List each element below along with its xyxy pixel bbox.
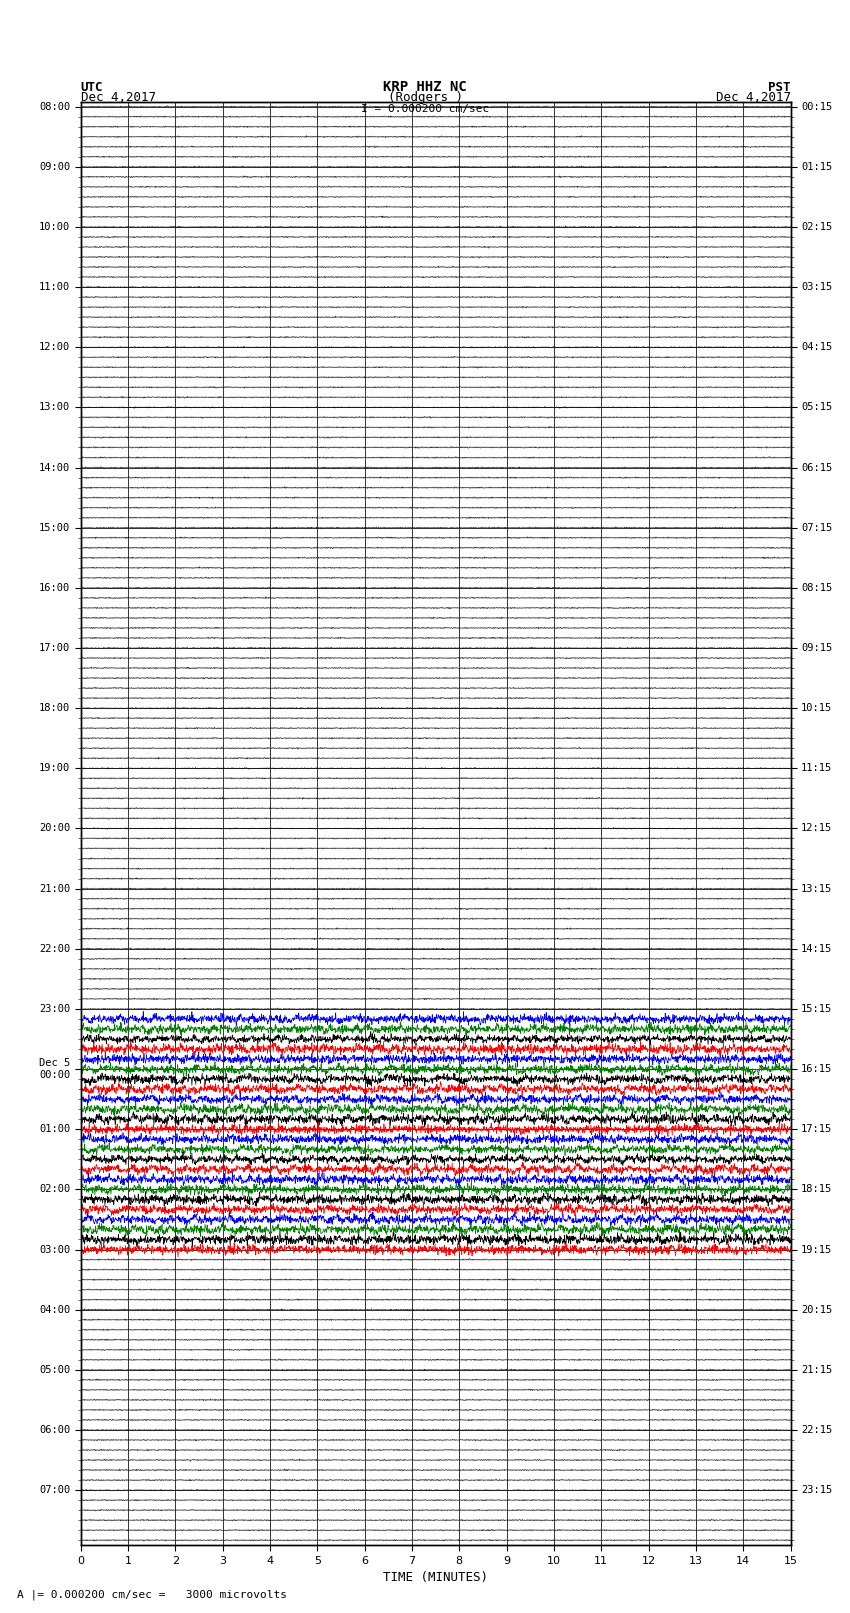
Text: UTC: UTC: [81, 81, 103, 94]
Text: Dec 4,2017: Dec 4,2017: [81, 90, 156, 105]
Text: I = 0.000200 cm/sec: I = 0.000200 cm/sec: [361, 103, 489, 113]
Text: Dec 4,2017: Dec 4,2017: [716, 90, 790, 105]
Text: A |= 0.000200 cm/sec =   3000 microvolts: A |= 0.000200 cm/sec = 3000 microvolts: [17, 1589, 287, 1600]
Text: (Rodgers ): (Rodgers ): [388, 90, 462, 105]
Text: PST: PST: [768, 81, 790, 94]
Text: KRP HHZ NC: KRP HHZ NC: [383, 81, 467, 94]
X-axis label: TIME (MINUTES): TIME (MINUTES): [383, 1571, 488, 1584]
